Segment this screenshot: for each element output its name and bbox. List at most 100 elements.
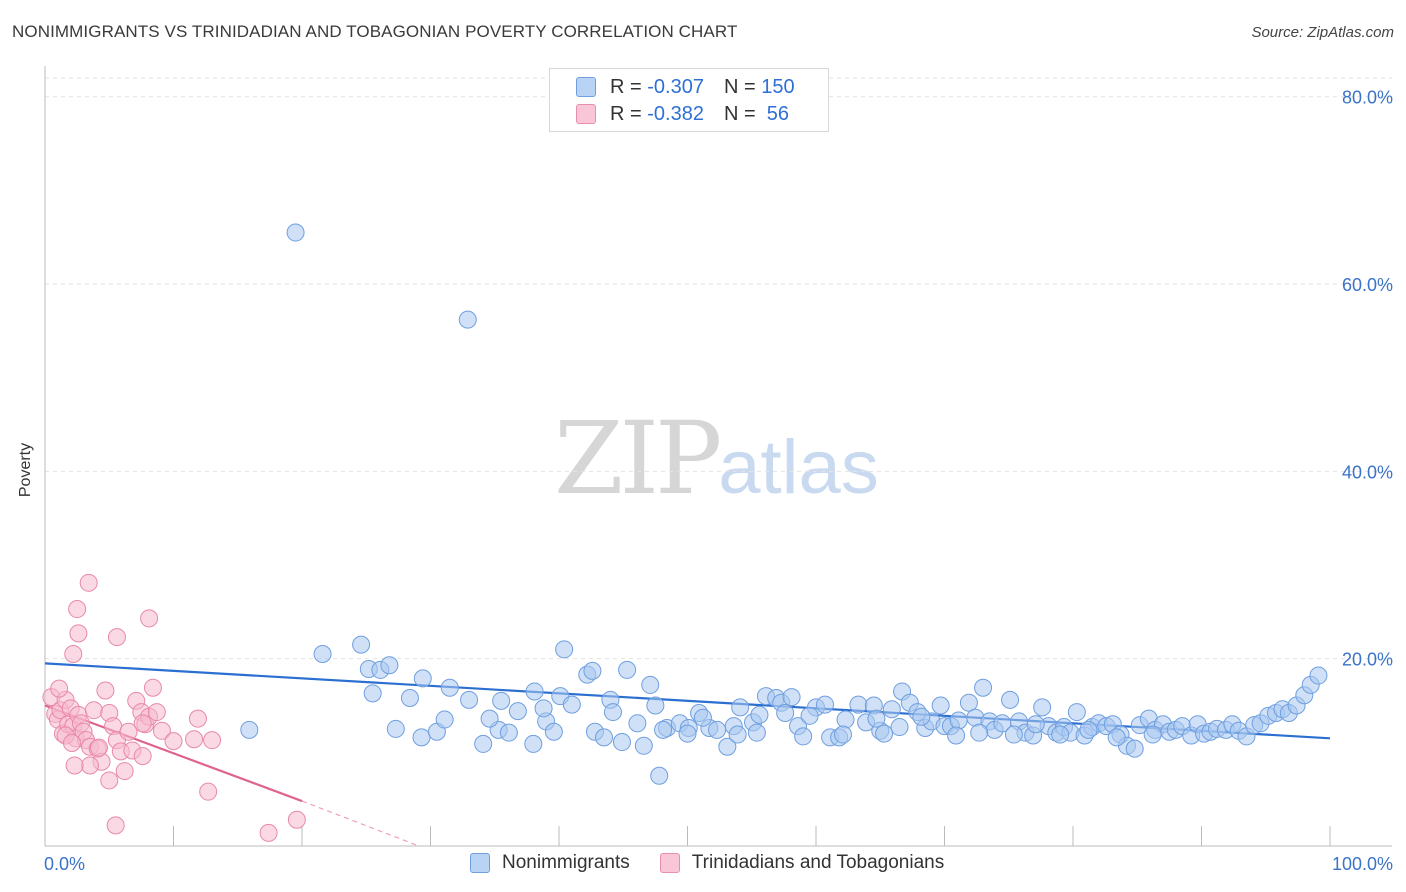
- nonimmigrant-point: [890, 718, 909, 737]
- nonimmigrant-point: [583, 661, 602, 680]
- nonimmigrant-point: [912, 707, 931, 726]
- trinidadian-point: [188, 709, 207, 728]
- correlation-legend: R = -0.307 N = 150 R = -0.382 N = 56: [549, 68, 829, 132]
- nonimmigrant-point: [286, 223, 305, 242]
- nonimmigrant-point: [499, 723, 518, 742]
- nonimmigrant-point: [1067, 703, 1086, 722]
- nonimmigrant-point: [800, 706, 819, 725]
- nonimmigrant-point: [363, 684, 382, 703]
- nonimmigrant-point: [794, 727, 813, 746]
- trinidadian-point: [50, 679, 69, 698]
- trinidadian-point: [287, 810, 306, 829]
- nonimmigrant-point: [1309, 666, 1328, 685]
- trinidadian-point: [259, 823, 278, 842]
- trinidadian-point: [64, 645, 83, 663]
- nonimmigrant-point: [492, 691, 511, 710]
- nonimmigrant-point: [435, 710, 454, 729]
- x-tick-label-left: 0.0%: [44, 854, 85, 874]
- axes: [44, 66, 1392, 847]
- nonimmigrant-point: [594, 728, 613, 747]
- trinidadian-point: [133, 714, 152, 733]
- nonimmigrant-point: [875, 724, 894, 743]
- nonimmigrant-point: [508, 702, 527, 721]
- nonimmigrant-point: [612, 733, 631, 752]
- nonimmigrant-point: [750, 705, 769, 724]
- nonimmigrant-point: [654, 720, 673, 739]
- nonimmigrant-point: [731, 698, 750, 717]
- legend-r-label: R =: [610, 102, 642, 125]
- trinidadian-point: [65, 756, 84, 775]
- legend-n-value: 150: [761, 75, 795, 98]
- y-tick-label: 20.0%: [1342, 650, 1393, 670]
- trinidadian-point: [106, 816, 125, 835]
- nonimmigrant-point: [458, 310, 477, 329]
- nonimmigrant-point: [480, 709, 499, 728]
- trinidadian-point: [107, 628, 126, 647]
- pink-swatch-icon: [576, 104, 596, 124]
- trinidadian-point: [115, 762, 134, 781]
- legend-label-nonimmigrants: Nonimmigrants: [502, 852, 630, 873]
- nonimmigrant-point: [534, 699, 553, 718]
- legend-r-value: -0.382: [647, 102, 704, 125]
- nonimmigrant-point: [413, 669, 432, 688]
- trinidadian-point: [143, 678, 162, 697]
- nonimmigrant-point: [708, 720, 727, 739]
- nonimmigrant-point: [352, 635, 371, 654]
- nonimmigrant-point: [618, 660, 637, 679]
- trinidadian-point: [185, 730, 204, 749]
- nonimmigrant-point: [641, 675, 660, 694]
- nonimmigrant-point: [849, 695, 868, 714]
- nonimmigrant-point: [412, 728, 431, 747]
- nonimmigrant-point: [782, 688, 801, 707]
- nonimmigrant-point: [1143, 725, 1162, 744]
- nonimmigrant-point: [974, 678, 993, 697]
- nonimmigrant-point: [313, 645, 332, 663]
- legend-r-label: R =: [610, 75, 642, 98]
- legend-row-nonimmigrants: R = -0.307 N = 150: [550, 73, 795, 101]
- trinidadian-point: [62, 733, 81, 752]
- nonimmigrant-point: [400, 689, 419, 708]
- trinidadian-point: [96, 681, 115, 700]
- trinidadian-point: [140, 609, 159, 628]
- nonimmigrant-point: [525, 682, 544, 701]
- nonimmigrant-point: [728, 725, 747, 744]
- y-tick-label: 80.0%: [1342, 88, 1393, 108]
- nonimmigrant-point: [1125, 739, 1144, 758]
- trinidadian-point: [119, 722, 138, 741]
- nonimmigrant-point: [440, 678, 459, 697]
- watermark: ZIPatlas: [554, 400, 879, 517]
- series-legend: Nonimmigrants Trinidadians and Tobagonia…: [470, 852, 974, 874]
- nonimmigrant-point: [1079, 720, 1098, 739]
- nonimmigrant-point: [1033, 698, 1052, 717]
- nonimmigrant-point: [646, 696, 665, 715]
- nonimmigrant-point: [240, 720, 259, 739]
- nonimmigrant-point: [882, 700, 901, 719]
- nonimmigrant-point: [474, 734, 493, 753]
- tick-labels: 20.0% 40.0% 60.0% 80.0% 0.0% 100.0%: [44, 88, 1393, 874]
- trinidadians-trend-extension: [301, 800, 420, 847]
- trinidadian-point: [80, 756, 99, 775]
- nonimmigrant-point: [603, 703, 622, 722]
- trinidadian-point: [199, 782, 218, 801]
- trinidadian-point: [133, 747, 152, 766]
- y-tick-label: 60.0%: [1342, 275, 1393, 295]
- trinidadian-point: [152, 721, 171, 740]
- pink-swatch-icon: [659, 853, 680, 873]
- source-label: Source: ZipAtlas.com: [1251, 24, 1394, 41]
- nonimmigrant-point: [555, 640, 574, 659]
- blue-swatch-icon: [576, 77, 596, 97]
- nonimmigrant-point: [1001, 690, 1020, 709]
- nonimmigrant-point: [747, 723, 766, 742]
- nonimmigrant-point: [718, 737, 737, 756]
- nonimmigrant-point: [628, 714, 647, 733]
- legend-n-label: N =: [723, 75, 756, 98]
- trinidadian-point: [69, 624, 88, 643]
- nonimmigrant-point: [460, 690, 479, 709]
- nonimmigrant-point: [524, 734, 543, 753]
- nonimmigrant-point: [386, 719, 405, 738]
- legend-n-label: N =: [723, 102, 756, 125]
- nonimmigrant-point: [931, 696, 950, 715]
- grid-lines: [45, 77, 1392, 660]
- nonimmigrant-point: [693, 708, 712, 727]
- trinidadian-point: [68, 600, 87, 619]
